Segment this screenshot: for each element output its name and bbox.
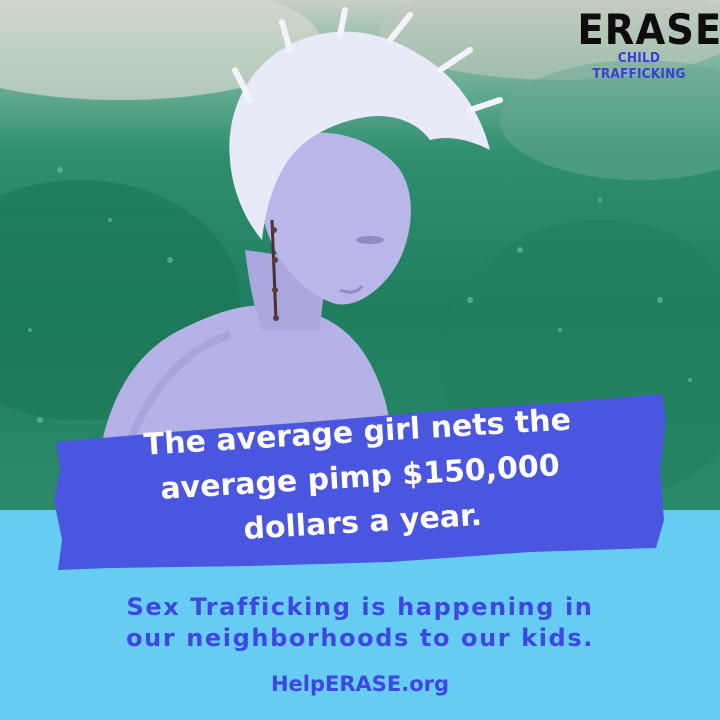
website-link[interactable]: HelpERASE.org xyxy=(270,672,450,696)
logo-wordmark: ERASE xyxy=(577,5,720,54)
erase-logo: ERASE CHILD TRAFFICKING xyxy=(572,5,720,83)
logo-subtitle: CHILD TRAFFICKING xyxy=(592,50,686,82)
tagline-line: our neighborhoods to our kids. xyxy=(126,624,594,652)
statistic-banner: The average girl nets the average pimp $… xyxy=(50,380,670,570)
tagline-line: Sex Trafficking is happening in xyxy=(126,593,594,621)
tagline: Sex Trafficking is happening in our neig… xyxy=(0,592,720,654)
brush-stroke-shape xyxy=(54,394,666,570)
